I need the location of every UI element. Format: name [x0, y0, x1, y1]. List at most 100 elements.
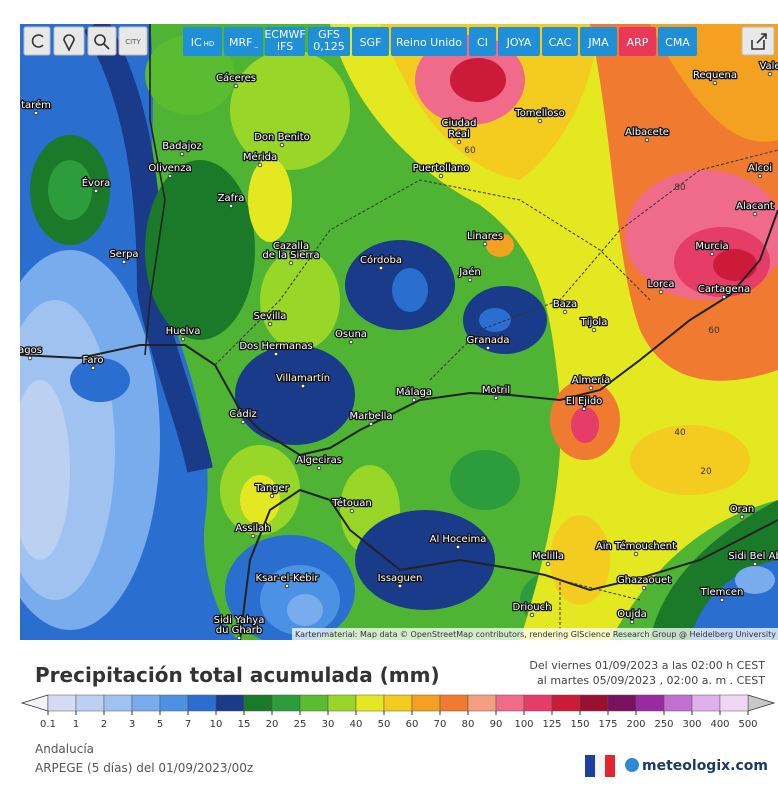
- place-label: Puertollano: [413, 163, 470, 174]
- place-label: Assilah: [235, 523, 270, 534]
- place-dot: [397, 583, 403, 589]
- place-label: Aïn Témouchent: [596, 540, 676, 552]
- model-label-main: SGF: [360, 36, 382, 49]
- contour-label: 60: [464, 146, 476, 156]
- place-label: tarém: [21, 99, 51, 111]
- place-dot: [348, 339, 354, 345]
- model-sublabel: _: [253, 40, 258, 48]
- brand[interactable]: meteologix.com: [642, 758, 768, 774]
- city-button[interactable]: [118, 26, 148, 56]
- place-label: Real: [448, 129, 470, 140]
- place-dot: [349, 508, 355, 514]
- model-label-main: CAC: [549, 36, 572, 49]
- flag-white: [595, 755, 605, 777]
- legend-label: 80: [462, 719, 475, 730]
- legend-cell: [131, 694, 161, 712]
- legend-cell: [299, 694, 329, 712]
- date-to: al martes 05/09/2023 , 02:00 a. m . CEST: [537, 674, 765, 687]
- place-dot: [167, 173, 173, 179]
- legend-label: 15: [238, 719, 251, 730]
- model-button[interactable]: [542, 27, 578, 56]
- legend-label: 70: [434, 719, 447, 730]
- contour-label: 60: [708, 326, 720, 336]
- city-label: CITY: [125, 38, 141, 46]
- place-label: Córdoba: [360, 254, 402, 266]
- place-dot: [180, 336, 186, 342]
- place-label: Tlemcen: [700, 587, 744, 598]
- contour-label: 80: [674, 183, 686, 193]
- place-dot: [752, 561, 758, 567]
- model-label: MRF _: [229, 36, 258, 49]
- legend-cell: [243, 694, 273, 712]
- place-dot: [455, 544, 461, 550]
- model-button[interactable]: [391, 27, 467, 56]
- refresh-button[interactable]: [23, 26, 51, 56]
- date-from: Del viernes 01/09/2023 a las 02:00 h CES…: [529, 659, 765, 672]
- place-label: Almería: [572, 374, 611, 386]
- attribution: Kartenmaterial: Map data © OpenStreetMap…: [295, 630, 776, 639]
- place-dot: [236, 625, 242, 631]
- zoom-button[interactable]: [87, 26, 117, 56]
- legend-cell: [215, 694, 245, 712]
- place-label: Oujda: [617, 609, 646, 620]
- place-dot: [269, 493, 275, 499]
- legend-label: 90: [490, 719, 503, 730]
- refresh-icon: [31, 34, 44, 48]
- place-label: Jaén: [458, 266, 481, 278]
- place-dot: [93, 188, 99, 194]
- model-button[interactable]: [619, 27, 656, 56]
- place-label: Cádiz: [229, 408, 257, 420]
- model-button[interactable]: [224, 27, 263, 56]
- place-dot: [250, 533, 256, 539]
- place-dot: [240, 419, 246, 425]
- map[interactable]: Cáceres Badajoz Don Benito Mérida Olivenza Év…: [0, 24, 778, 645]
- location-button[interactable]: [53, 26, 85, 56]
- legend-cell: [355, 694, 385, 712]
- model-label-main: IC: [191, 36, 202, 49]
- model-label-main: ARP: [627, 36, 649, 49]
- model-button[interactable]: [498, 27, 540, 56]
- model-button[interactable]: [580, 27, 617, 56]
- place-label: Don Benito: [254, 132, 310, 143]
- place-label: Cáceres: [216, 72, 256, 84]
- place-dot: [121, 259, 127, 265]
- contour-label: 40: [674, 428, 686, 438]
- model-button[interactable]: [308, 27, 350, 56]
- place-label: Olivenza: [148, 163, 191, 174]
- legend-cell: [75, 694, 105, 712]
- model-button[interactable]: [469, 27, 496, 56]
- model-label: Reino Unido: [396, 36, 462, 49]
- legend-label: 300: [682, 719, 701, 730]
- place-dot: [482, 241, 488, 247]
- place-dot: [562, 309, 568, 315]
- place-dot: [233, 83, 239, 89]
- place-label: Dos Hermanas: [239, 341, 312, 352]
- legend-cell: [691, 694, 721, 712]
- place-label: Tanger: [254, 483, 289, 494]
- place-label: Algeciras: [296, 455, 342, 466]
- brand-logo: [625, 758, 639, 772]
- legend-label: 5: [157, 719, 163, 730]
- place-label: de la Sierra: [262, 250, 319, 261]
- place-label: El Ejido: [566, 396, 603, 407]
- legend-cell: [383, 694, 413, 712]
- model-button[interactable]: [183, 27, 222, 56]
- model-button[interactable]: [265, 27, 305, 56]
- info-panel: Precipitación total acumulada (mm) Del v…: [20, 659, 776, 777]
- place-label: Lorca: [647, 279, 674, 290]
- model-button[interactable]: [658, 27, 697, 56]
- contour-label: 20: [700, 467, 712, 477]
- place-dot: [90, 365, 96, 371]
- legend-cell: [663, 694, 693, 712]
- legend-cell: [719, 694, 749, 712]
- place-dot: [545, 561, 551, 567]
- place-dot: [456, 139, 462, 145]
- place-dot: [27, 355, 33, 361]
- legend-label: 3: [129, 719, 135, 730]
- place-label: Badajoz: [162, 141, 202, 152]
- place-label: Málaga: [396, 386, 432, 398]
- model-button[interactable]: [352, 27, 389, 56]
- place-label: Linares: [467, 231, 503, 242]
- model-label: CAC: [549, 36, 572, 49]
